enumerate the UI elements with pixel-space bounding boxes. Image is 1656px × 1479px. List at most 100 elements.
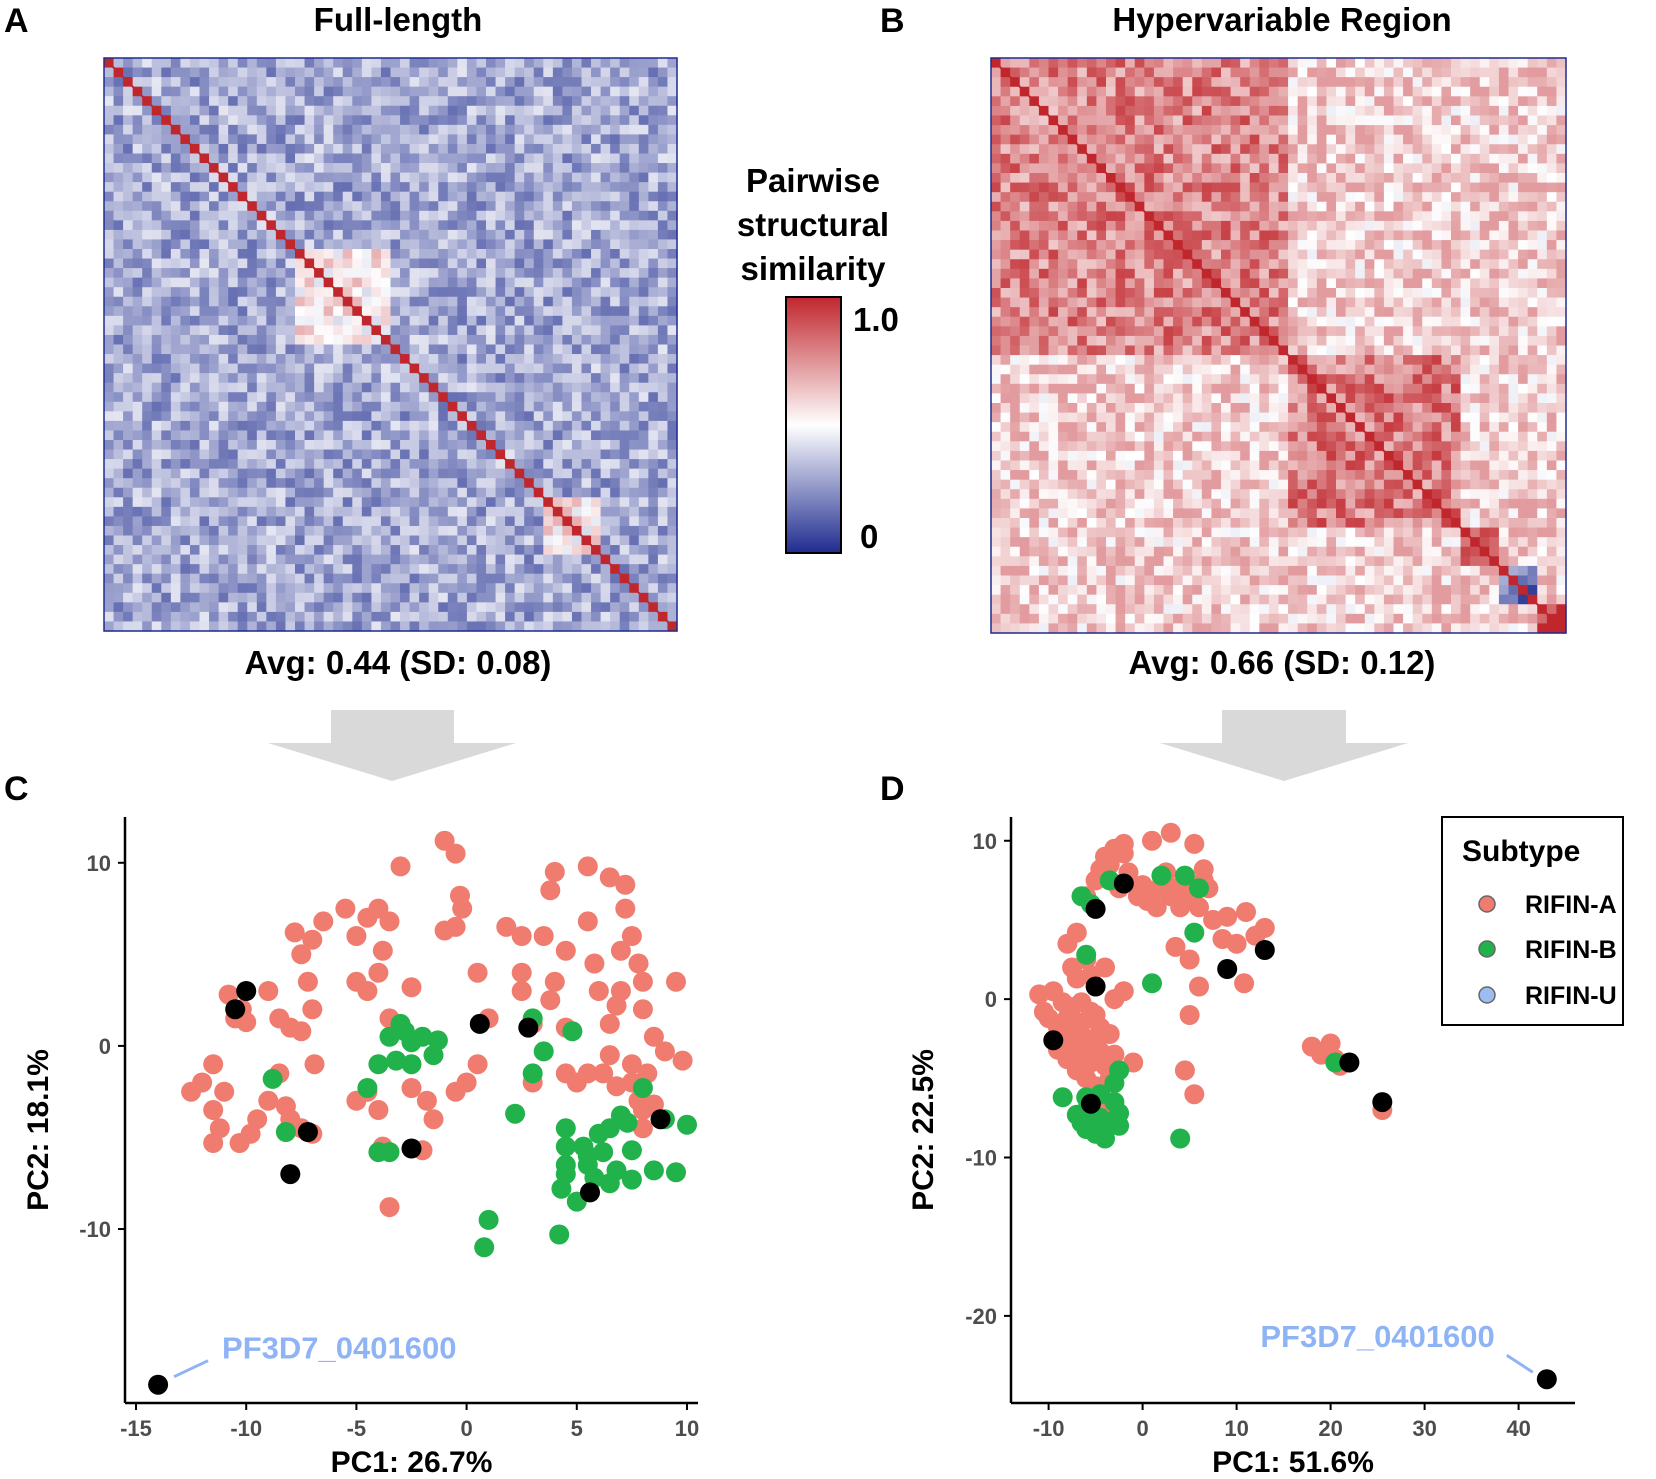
heatmap-a-cell <box>619 621 630 632</box>
heatmap-a-cell <box>543 96 554 107</box>
heatmap-a-cell <box>170 525 181 537</box>
heatmap-b-cell <box>1403 86 1414 97</box>
heatmap-b-cell <box>1383 211 1395 222</box>
heatmap-a-cell <box>543 77 554 88</box>
heatmap-a-cell <box>438 229 449 241</box>
heatmap-a-cell <box>123 143 134 155</box>
heatmap-b-cell <box>1556 105 1567 117</box>
heatmap-a-cell <box>104 468 115 479</box>
heatmap-a-cell <box>285 573 296 584</box>
heatmap-b-cell <box>1058 86 1069 97</box>
heatmap-a-cell <box>514 124 525 135</box>
heatmap-b-cell <box>1048 77 1059 88</box>
heatmap-a-cell <box>495 420 506 432</box>
heatmap-b-cell <box>1106 67 1117 78</box>
heatmap-a-cell <box>438 430 449 441</box>
heatmap-a-cell <box>505 535 516 546</box>
heatmap-b-cell <box>1067 192 1078 203</box>
heatmap-b-cell <box>1067 249 1078 260</box>
heatmap-a-cell <box>380 363 392 374</box>
heatmap-a-cell <box>209 182 220 193</box>
heatmap-a-cell <box>600 344 611 355</box>
heatmap-a-cell <box>619 229 630 241</box>
heatmap-a-cell <box>619 354 630 365</box>
heatmap-a-cell <box>562 611 573 623</box>
heatmap-a-cell <box>657 325 669 336</box>
heatmap-a-cell <box>151 268 162 279</box>
heatmap-a-cell <box>581 611 592 623</box>
heatmap-a-cell <box>228 602 239 613</box>
heatmap-a-cell <box>180 182 191 193</box>
heatmap-a-cell <box>333 277 344 288</box>
heatmap-b-cell <box>1153 77 1165 88</box>
heatmap-a-cell <box>466 487 478 498</box>
heatmap-b-cell <box>1479 58 1490 69</box>
heatmap-a-cell <box>524 86 535 97</box>
heatmap-a-cell <box>247 583 258 594</box>
heatmap-b-cell <box>1086 173 1098 184</box>
heatmap-a-cell <box>371 58 382 69</box>
heatmap-a-cell <box>104 535 115 546</box>
heatmap-a-cell <box>591 239 602 250</box>
heatmap-a-cell <box>170 153 181 164</box>
heatmap-b-cell <box>1268 153 1280 165</box>
heatmap-a-cell <box>619 525 630 537</box>
heatmap-b-cell <box>1153 163 1165 174</box>
heatmap-b-cell <box>1038 96 1050 107</box>
heatmap-b-cell <box>1259 77 1270 88</box>
heatmap-a-cell <box>476 153 487 164</box>
heatmap-a-cell <box>228 239 239 250</box>
heatmap-a-cell <box>629 430 640 441</box>
heatmap-b-cell <box>1403 163 1414 174</box>
heatmap-a-cell <box>237 143 248 155</box>
heatmap-a-cell <box>132 58 143 69</box>
heatmap-a-cell <box>495 611 506 623</box>
heatmap-b-cell <box>1163 77 1174 88</box>
heatmap-a-cell <box>218 229 229 241</box>
heatmap-a-cell <box>352 268 363 279</box>
heatmap-a-cell <box>400 249 411 260</box>
heatmap-b-cell <box>1019 115 1030 126</box>
heatmap-a-cell <box>428 602 439 613</box>
heatmap-b-cell <box>1173 173 1184 184</box>
heatmap-b-cell <box>1000 182 1011 193</box>
heatmap-a-cell <box>466 478 478 489</box>
heatmap-a-cell <box>104 239 115 250</box>
heatmap-a-cell <box>390 229 401 241</box>
heatmap-a-cell <box>591 258 602 269</box>
heatmap-a-cell <box>390 296 401 307</box>
heatmap-a-cell <box>228 67 239 78</box>
heatmap-a-cell <box>600 382 611 393</box>
heatmap-b-cell <box>1249 182 1260 193</box>
heatmap-a-cell <box>266 182 277 193</box>
heatmap-a-cell <box>638 220 649 231</box>
heatmap-b-cell <box>1230 58 1241 69</box>
heatmap-b-cell <box>1096 115 1107 126</box>
heatmap-a-cell <box>543 172 554 183</box>
heatmap-a-cell <box>104 277 115 288</box>
heatmap-a-cell <box>228 258 239 269</box>
heatmap-a-cell <box>591 506 602 517</box>
heatmap-a-cell <box>648 592 659 603</box>
heatmap-a-cell <box>314 287 325 298</box>
heatmap-a-cell <box>132 373 143 384</box>
heatmap-a-cell <box>552 58 563 69</box>
heatmap-a-cell <box>466 497 478 508</box>
heatmap-a-cell <box>342 583 353 594</box>
heatmap-a-cell <box>104 459 115 470</box>
heatmap-a-cell <box>256 449 267 460</box>
heatmap-a-cell <box>581 373 592 384</box>
heatmap-a-cell <box>295 182 306 193</box>
heatmap-a-cell <box>256 229 267 241</box>
heatmap-a-cell <box>209 449 220 460</box>
heatmap-a-cell <box>667 478 678 489</box>
heatmap-b-cell <box>1518 67 1529 78</box>
heatmap-b-cell <box>1249 249 1260 260</box>
heatmap-a-cell <box>266 602 277 613</box>
heatmap-a-cell <box>218 487 229 498</box>
heatmap-a-cell <box>505 334 516 346</box>
heatmap-a-cell <box>419 143 430 155</box>
heatmap-b-cell <box>1508 144 1519 155</box>
heatmap-a-cell <box>342 420 353 432</box>
heatmap-a-cell <box>209 516 220 527</box>
